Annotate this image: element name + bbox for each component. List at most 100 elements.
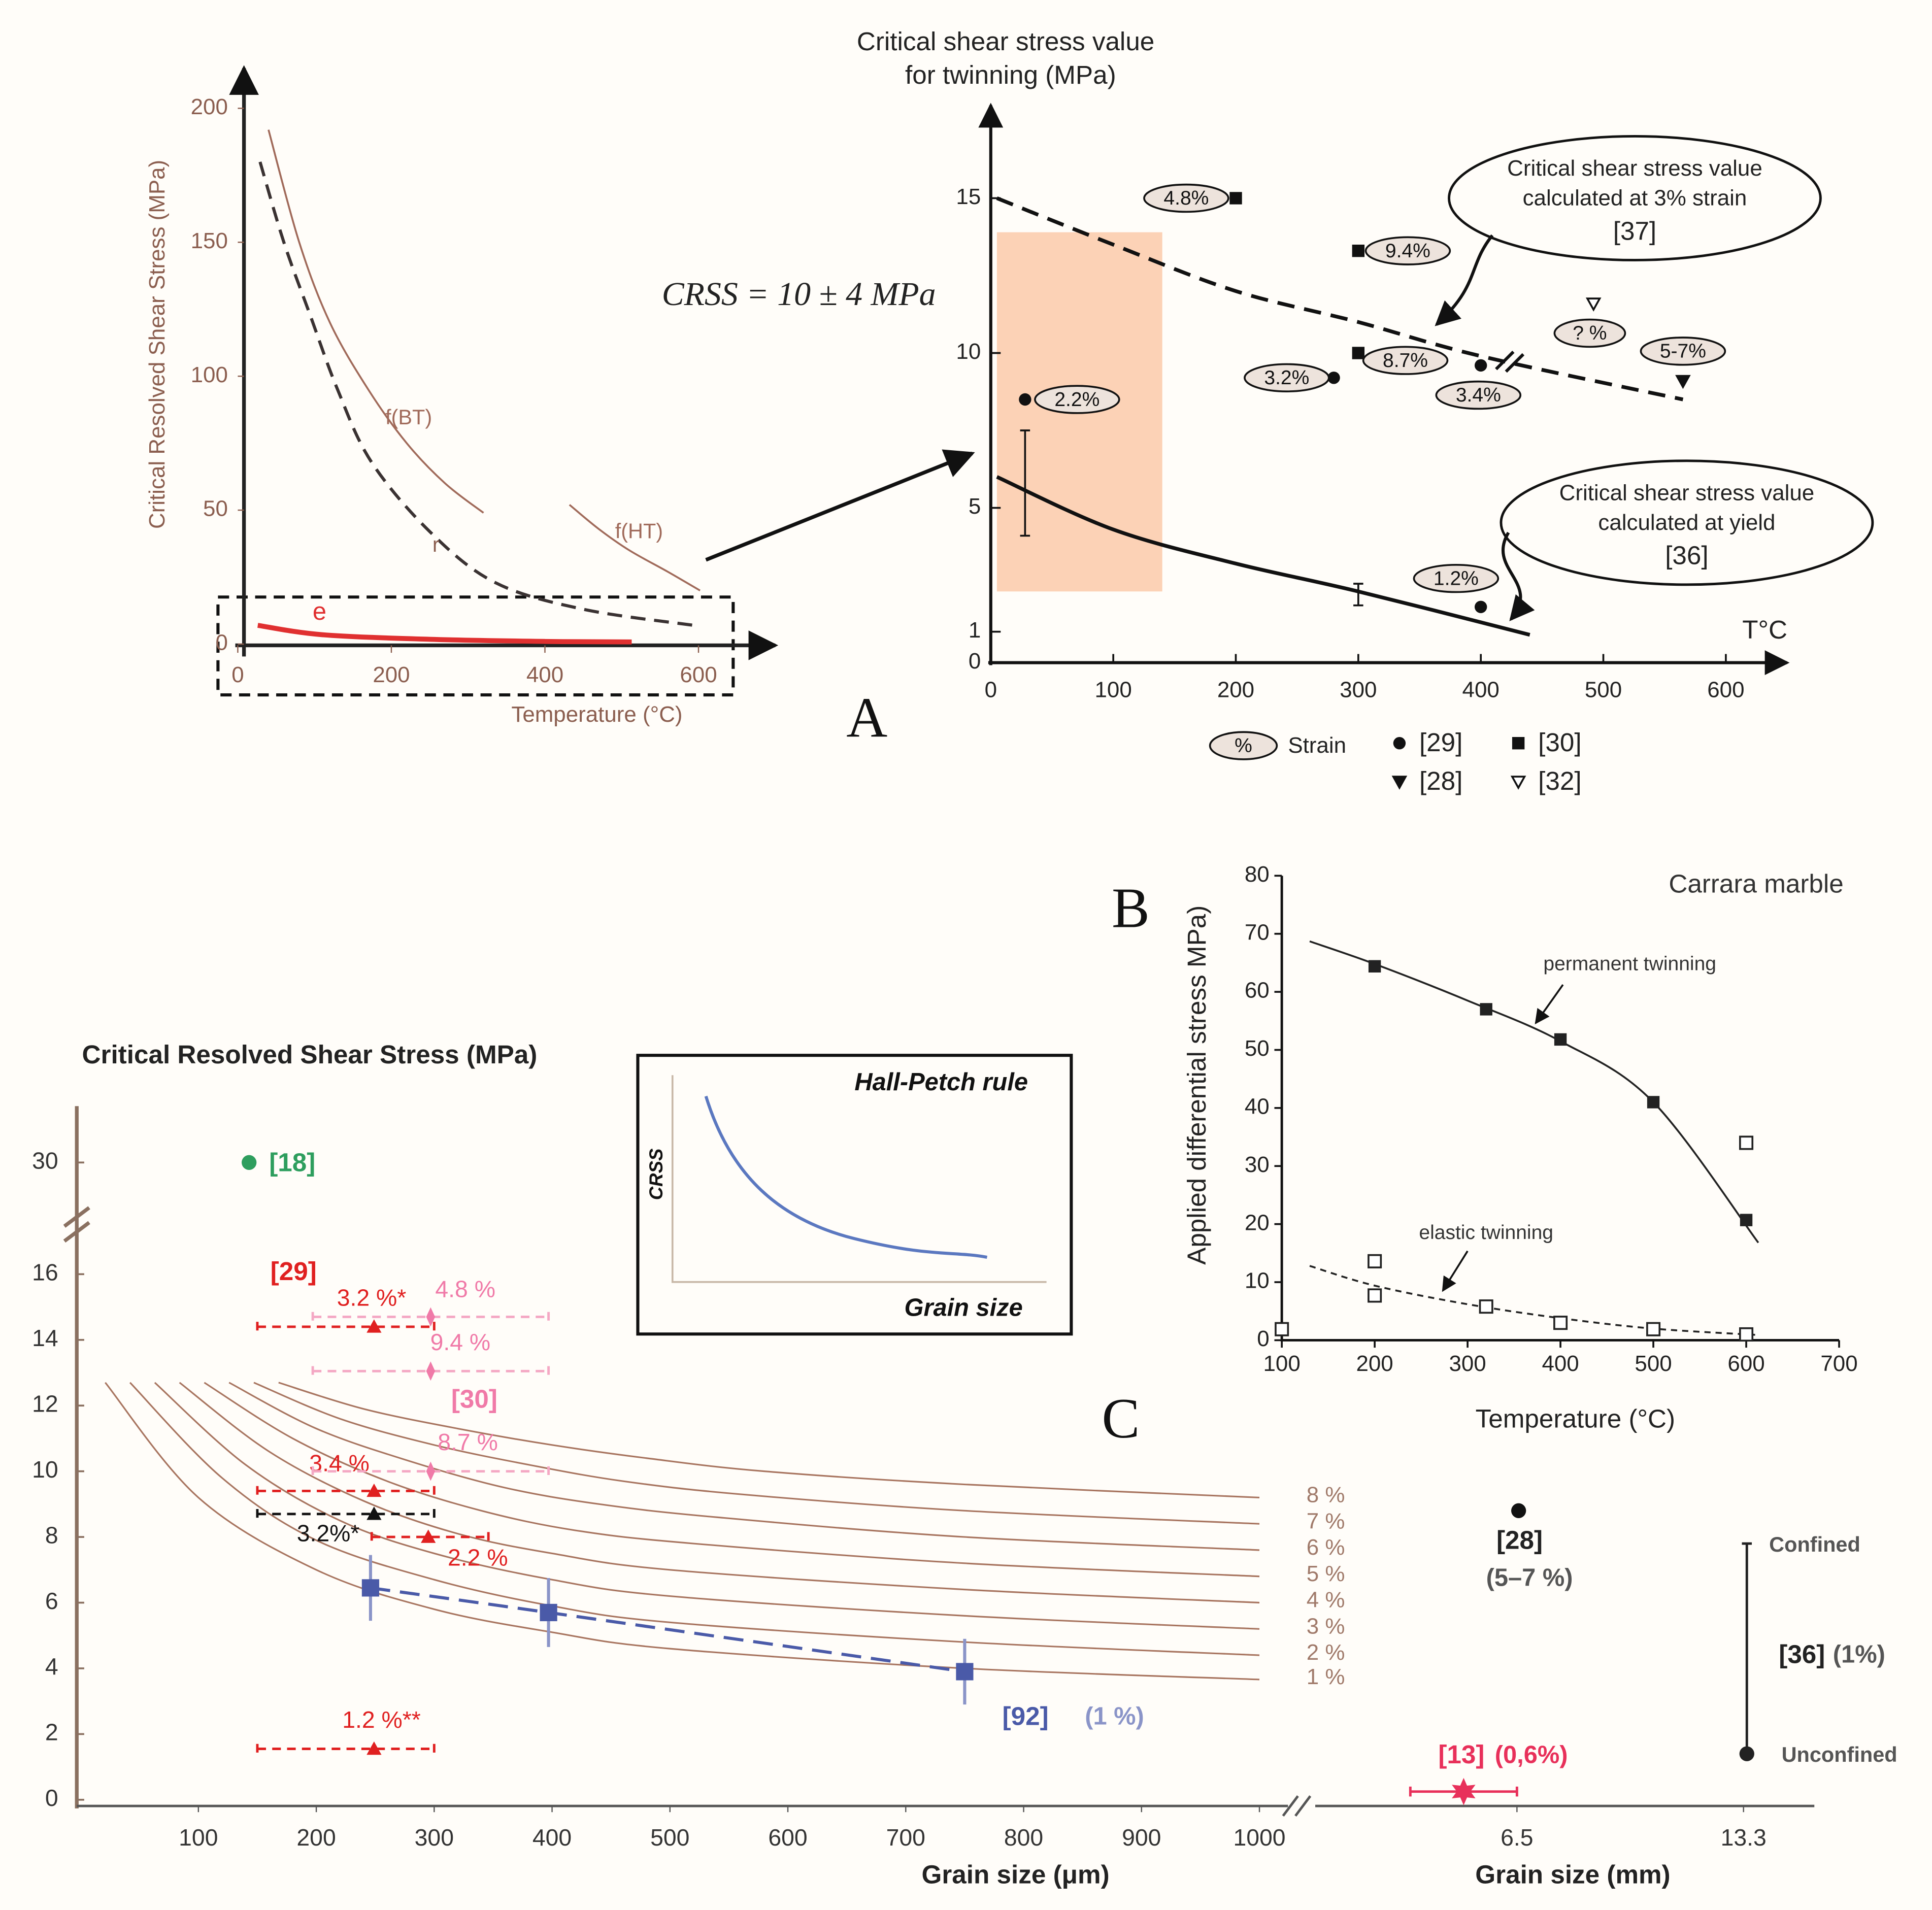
marker: [1739, 1327, 1754, 1342]
x-tick-label: 700: [1820, 1351, 1857, 1376]
x-range: [256, 1509, 436, 1519]
legend-label: [30]: [1538, 728, 1581, 757]
error-bar: [1353, 583, 1363, 607]
label-bubble: [1413, 563, 1500, 593]
point-label: 4.8%: [1163, 187, 1209, 209]
series-note: (5–7 %): [1486, 1564, 1573, 1591]
y-tick-label: 200: [191, 94, 228, 119]
marker: [956, 1663, 974, 1681]
series-line: [370, 1586, 965, 1673]
point-label: 8.7%: [1383, 350, 1428, 372]
point-label: 3.2 %*: [337, 1284, 407, 1311]
annotation-arrow: [1442, 1250, 1469, 1292]
y-tick-label: 150: [191, 228, 228, 253]
series-note: (1%): [1833, 1641, 1885, 1668]
label-bubble: [1244, 363, 1330, 392]
x-tick-label: 400: [1462, 677, 1500, 702]
series-name: [28]: [1496, 1526, 1543, 1555]
y-tick-label: 0: [969, 649, 981, 674]
y-tick-label: 0: [1257, 1326, 1269, 1351]
y-tick-label: 1: [969, 618, 981, 643]
marker: [1019, 393, 1031, 406]
strain-label: 5 %: [1307, 1561, 1345, 1586]
point-label: 1.2%: [1434, 567, 1479, 589]
x-tick-label: 800: [1004, 1824, 1043, 1851]
marker: [1740, 1214, 1753, 1226]
point-label: 1.2 %**: [342, 1706, 421, 1733]
strain-label: 2 %: [1307, 1640, 1345, 1665]
strain-label: 8 %: [1307, 1483, 1345, 1507]
curve: [569, 504, 701, 591]
legend-label: Strain: [1288, 733, 1346, 758]
strain-curve: [228, 1382, 1260, 1551]
marker: [1510, 776, 1526, 790]
marker: [1474, 359, 1487, 372]
x-axis-break: [1282, 1795, 1312, 1817]
x-axis-label: Temperature (°C): [511, 702, 682, 727]
y-tick-label: 30: [32, 1148, 58, 1174]
y-tick-label: 10: [32, 1456, 58, 1483]
marker: [1368, 960, 1381, 973]
chart-title: Carrara marble: [1669, 869, 1843, 898]
curve-label: r: [432, 532, 440, 556]
x-tick-label: 600: [680, 662, 717, 687]
range-line: [1742, 1542, 1752, 1754]
x-range: [256, 1744, 436, 1754]
callout-text: Critical shear stress value: [1507, 156, 1762, 181]
series-name: [13]: [1438, 1740, 1484, 1769]
x-tick-label: 200: [296, 1824, 336, 1851]
marker: [367, 1741, 382, 1755]
marker: [426, 1461, 436, 1481]
x-tick-label: 300: [415, 1824, 454, 1851]
marker: [1229, 192, 1242, 205]
marker: [1352, 347, 1365, 359]
x-tick-label: 500: [1585, 677, 1622, 702]
y-tick-label: 0: [215, 630, 227, 655]
marker: [1739, 1135, 1754, 1150]
marker: [1479, 1299, 1493, 1314]
x2-tick-label: 6.5: [1501, 1824, 1533, 1851]
point-label: 4.8 %: [435, 1276, 495, 1302]
x-tick-label: 200: [1356, 1351, 1393, 1376]
label-bubble: [1034, 385, 1120, 414]
y-tick-label: 80: [1245, 862, 1270, 887]
x-tick-label: 0: [985, 677, 997, 702]
x-tick-label: 400: [532, 1824, 572, 1851]
marker: [1512, 737, 1525, 750]
label-bubble: [1362, 346, 1449, 375]
trend-curve: [996, 475, 1530, 637]
strain-curve: [154, 1382, 1260, 1630]
strain-curve: [179, 1382, 1260, 1604]
callout-text: [37]: [1613, 216, 1656, 245]
x-axis-label: Grain size (μm): [922, 1860, 1110, 1889]
y-tick-label: 10: [1245, 1268, 1270, 1293]
y-tick-label: 0: [45, 1785, 58, 1811]
y-tick-label: 2: [45, 1719, 58, 1746]
curve-label: f(BT): [385, 405, 432, 429]
series-name: [29]: [271, 1257, 317, 1286]
series-note: (0,6%): [1495, 1741, 1568, 1768]
x-tick-label: 500: [1635, 1351, 1672, 1376]
y-tick-label: 70: [1245, 920, 1270, 945]
series-note: (1 %): [1085, 1703, 1144, 1730]
marker: [1480, 1003, 1492, 1016]
trend-curve: [996, 196, 1684, 401]
strain-curve: [204, 1382, 1260, 1578]
x-axis-label: T°C: [1742, 615, 1787, 644]
y-tick-label: 40: [1245, 1094, 1270, 1119]
chart-title: Critical shear stress value: [857, 27, 1154, 56]
curve-label: f(HT): [615, 519, 663, 543]
x-tick-label: 200: [373, 662, 410, 687]
point-label: 9.4 %: [430, 1329, 491, 1355]
strain-curve: [253, 1382, 1260, 1525]
marker: [421, 1529, 436, 1543]
x2-tick-label: 13.3: [1721, 1824, 1767, 1851]
label-bubble: [1209, 731, 1278, 760]
inset-box: [636, 1054, 1073, 1336]
x-tick-label: 200: [1217, 677, 1254, 702]
y-tick-label: 15: [956, 184, 981, 209]
error-bar: [1020, 429, 1030, 537]
y-tick-label: 5: [969, 494, 981, 519]
legend-label: [32]: [1538, 766, 1581, 795]
